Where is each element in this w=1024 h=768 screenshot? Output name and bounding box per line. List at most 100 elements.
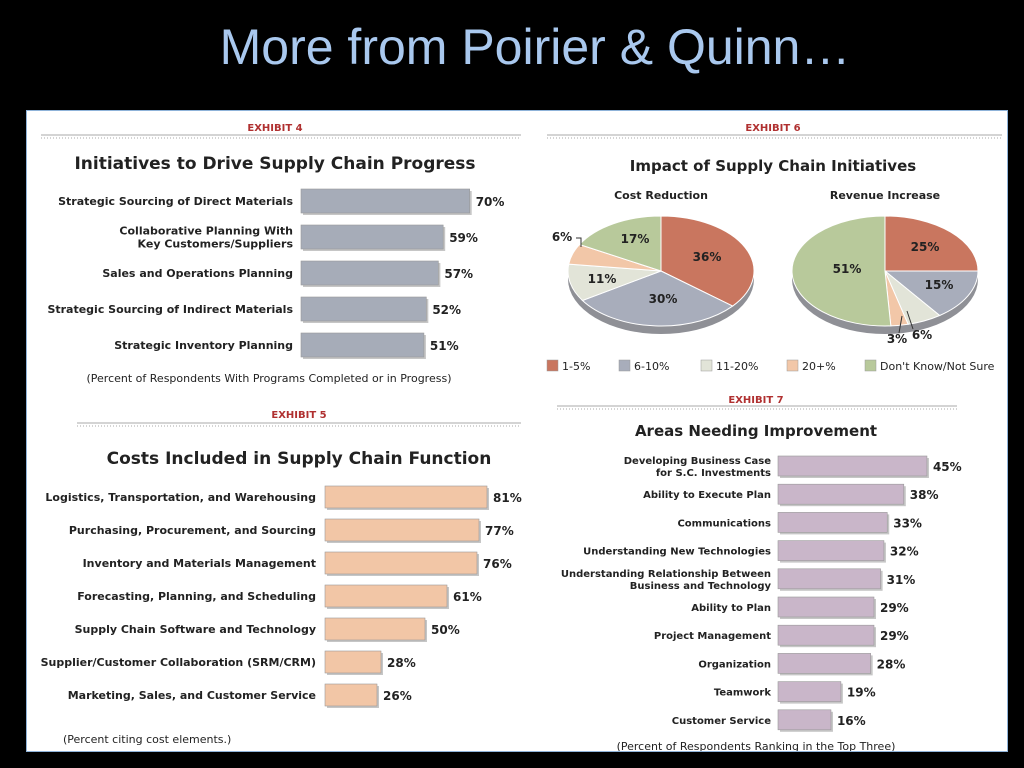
bar [324, 650, 382, 674]
chart-title: Initiatives to Drive Supply Chain Progre… [74, 154, 475, 174]
data-label: 32% [890, 545, 919, 559]
bar [324, 683, 378, 707]
exhibit-label: EXHIBIT 7 [728, 395, 783, 406]
pie-data-label: 3% [887, 332, 907, 346]
category-label: Organization [698, 659, 771, 670]
category-label: Ability to Execute Plan [643, 490, 771, 501]
category-label: Marketing, Sales, and Customer Service [68, 689, 316, 702]
bar [324, 518, 480, 542]
data-label: 50% [431, 623, 460, 637]
data-label: 16% [837, 714, 866, 728]
exhibit-label: EXHIBIT 5 [271, 410, 326, 421]
pie-slice [581, 270, 734, 327]
category-label: Supply Chain Software and Technology [75, 623, 316, 636]
data-label: 52% [432, 303, 461, 317]
pie-data-label: 11% [588, 272, 617, 286]
pie-data-label: 51% [833, 262, 862, 276]
category-label: Teamwork [714, 688, 771, 699]
category-label: Communications [677, 518, 771, 529]
legend-swatch [546, 359, 559, 372]
data-label: 28% [877, 657, 906, 671]
exhibits-panel: EXHIBIT 4 Initiatives to Drive Supply Cha… [26, 110, 1008, 752]
pie-slice [660, 215, 755, 307]
bar [777, 512, 888, 533]
category-label: Sales and Operations Planning [102, 267, 293, 280]
category-label: Understanding New Technologies [583, 547, 771, 558]
category-label: Logistics, Transportation, and Warehousi… [45, 491, 316, 504]
bar [324, 584, 448, 608]
bar [324, 617, 426, 641]
pie-data-label: 25% [911, 240, 940, 254]
bar [777, 596, 875, 618]
pie-data-label: 6% [552, 230, 572, 244]
pie-data-label: 17% [621, 232, 650, 246]
bar [777, 681, 842, 702]
category-label: Supplier/Customer Collaboration (SRM/CRM… [41, 656, 316, 669]
category-label: Inventory and Materials Management [83, 557, 316, 570]
category-label: Strategic Sourcing of Indirect Materials [47, 303, 293, 316]
chart-title: Areas Needing Improvement [635, 422, 877, 440]
category-label: Developing Business Case for S.C. Investm… [624, 456, 771, 479]
data-label: 59% [449, 231, 478, 245]
chart-title: Costs Included in Supply Chain Function [107, 449, 492, 469]
category-label: Strategic Inventory Planning [114, 339, 293, 352]
legend-swatch [700, 359, 713, 372]
data-label: 33% [893, 516, 922, 530]
bar [777, 624, 875, 646]
pie-slice [883, 270, 979, 317]
pie-data-label: 30% [649, 292, 678, 306]
chart-note: (Percent of Respondents With Programs Co… [87, 372, 452, 385]
pie-title: Cost Reduction [614, 189, 708, 202]
category-label: Project Management [654, 631, 771, 642]
legend-label: 11-20% [716, 360, 758, 373]
category-label: Collaborative Planning With Key Customers… [119, 225, 293, 251]
data-label: 29% [880, 601, 909, 615]
data-label: 29% [880, 629, 909, 643]
bar [300, 224, 444, 250]
legend-swatch [618, 359, 631, 372]
bar [777, 540, 885, 561]
data-label: 61% [453, 590, 482, 604]
legend-label: Don't Know/Not Sure [880, 360, 995, 373]
data-label: 81% [493, 491, 522, 505]
data-label: 26% [383, 689, 412, 703]
chart-note: (Percent citing cost elements.) [63, 733, 231, 746]
bar [777, 568, 881, 590]
data-label: 38% [910, 488, 939, 502]
bar [777, 455, 928, 477]
bar [324, 485, 488, 509]
data-label: 19% [847, 686, 876, 700]
bar [777, 653, 871, 674]
data-label: 45% [933, 460, 962, 474]
legend-label: 20+% [802, 360, 836, 373]
pie-slice [578, 215, 662, 272]
category-label: Ability to Plan [691, 603, 771, 614]
bar [777, 483, 905, 505]
leader-line [906, 310, 914, 330]
slide-title: More from Poirier & Quinn… [219, 19, 851, 75]
exhibit-label: EXHIBIT 4 [247, 123, 302, 134]
pie-data-label: 6% [912, 328, 932, 342]
bar [324, 551, 478, 575]
pie-title: Revenue Increase [830, 189, 940, 202]
bar [300, 260, 439, 286]
leader-line [898, 315, 903, 334]
data-label: 28% [387, 656, 416, 670]
data-label: 77% [485, 524, 514, 538]
bar [300, 332, 425, 358]
chart-title: Impact of Supply Chain Initiatives [630, 157, 916, 175]
data-label: 51% [430, 339, 459, 353]
category-label: Understanding Relationship Between Busine… [561, 569, 772, 592]
bar [300, 296, 427, 322]
legend-swatch [864, 359, 877, 372]
bar [300, 188, 470, 214]
bar [777, 709, 832, 731]
pie-data-label: 36% [693, 250, 722, 264]
data-label: 31% [887, 573, 916, 587]
pie-data-label: 15% [925, 278, 954, 292]
exhibit-label: EXHIBIT 6 [745, 123, 800, 134]
data-label: 57% [444, 267, 473, 281]
legend-swatch [786, 359, 799, 372]
exhibits-svg: EXHIBIT 4 Initiatives to Drive Supply Cha… [41, 123, 1002, 751]
pie-slice [884, 215, 979, 272]
